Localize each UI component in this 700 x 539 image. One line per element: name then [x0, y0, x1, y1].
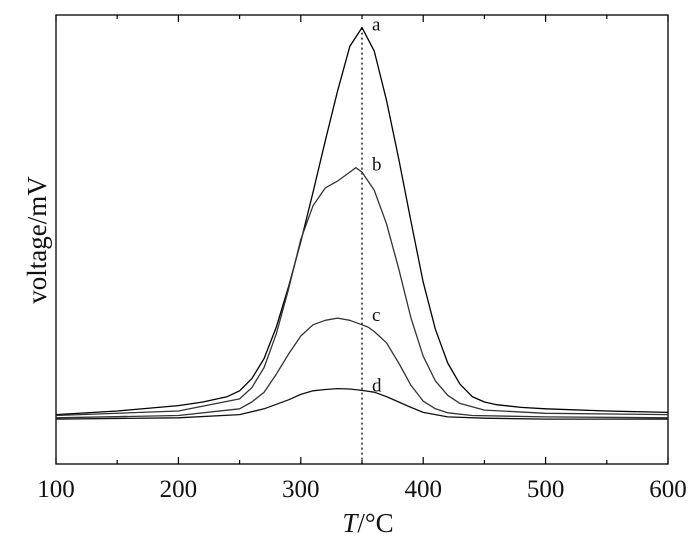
curve-label-d: d	[372, 376, 382, 397]
curve-b	[55, 167, 669, 417]
x-tick-labels: 100 200 300 400 500 600	[37, 476, 687, 503]
curve-labels: a b c d	[372, 15, 382, 397]
x-tick-label: 400	[404, 476, 442, 503]
y-axis-title: voltage/mV	[22, 176, 52, 304]
x-axis-title-unit: /°C	[357, 508, 393, 538]
x-tick-label: 600	[649, 476, 687, 503]
x-axis-title: T/°C	[342, 508, 393, 538]
curve-c	[55, 317, 669, 419]
x-tick-label: 500	[527, 476, 565, 503]
curves	[55, 26, 669, 420]
curve-label-b: b	[372, 155, 382, 176]
curve-d	[55, 387, 668, 420]
x-axis-title-symbol: T	[342, 508, 359, 538]
curve-label-a: a	[372, 15, 381, 36]
x-tick-label: 200	[160, 476, 198, 503]
x-tick-label: 300	[282, 476, 320, 503]
x-ticks	[55, 15, 669, 464]
curve-a	[55, 26, 669, 416]
curve-label-c: c	[372, 305, 380, 326]
x-tick-label: 100	[37, 476, 75, 503]
